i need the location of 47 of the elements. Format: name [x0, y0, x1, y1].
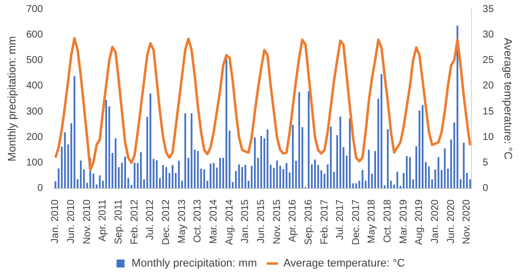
x-tick-label: Jan. 2010	[50, 198, 62, 244]
y2-axis-title: Average temperature: °C	[501, 38, 514, 160]
x-tick-label: May 2013	[176, 198, 188, 244]
y2-tick-label: 15	[482, 106, 494, 118]
x-tick-label: Sep. 2011	[114, 198, 125, 244]
x-tick-label: Jun. 2015	[256, 198, 267, 244]
y-tick-label: 600	[26, 29, 44, 40]
y2-tick-label: 35	[482, 4, 494, 15]
x-tick-label: Mar. 2019	[398, 198, 410, 244]
y-tick-label: 0	[37, 183, 44, 194]
legend-label: Average temperature: °C	[283, 258, 406, 270]
x-tick-label: Apr. 2016	[288, 198, 299, 242]
y2-tick-label: 20	[482, 80, 494, 92]
y2-tick-label: 30	[482, 29, 494, 40]
x-tick-label: Jul. 2012	[145, 198, 156, 240]
y-tick-label: 700	[26, 4, 44, 15]
x-tick-label: Jun. 2020	[446, 198, 457, 244]
x-tick-label: Jan. 2020	[430, 198, 442, 244]
x-tick-label: Jul. 2017	[335, 198, 346, 240]
x-tick-label: Nov. 2015	[272, 198, 283, 244]
x-tick-label: Jan. 2015	[240, 198, 252, 244]
x-tick-label: Dec. 2012	[160, 198, 172, 245]
legend-label: Monthly precipitation: mm	[132, 258, 257, 270]
y2-tick-label: 5	[482, 158, 489, 169]
x-tick-label: Aug. 2014	[224, 198, 236, 246]
x-tick-label: Aug. 2019	[414, 198, 426, 246]
y-axis-title: Monthly precipitation: mm	[6, 36, 19, 162]
y2-tick-label: 10	[482, 132, 494, 143]
x-tick-label: May 2018	[366, 198, 378, 244]
y-tick-label: 500	[26, 55, 44, 66]
x-tick-label: Apr. 2011	[98, 198, 109, 242]
x-tick-label: Nov. 2010	[82, 198, 93, 244]
x-tick-label: Sep. 2016	[303, 198, 314, 246]
x-tick-label: Mar. 2014	[208, 198, 220, 244]
x-tick-label: Oct. 2018	[382, 198, 394, 243]
x-tick-label: Jun. 2010	[66, 198, 78, 244]
y-tick-label: 400	[26, 80, 44, 92]
x-tick-label: Nov. 2020	[462, 198, 473, 244]
y2-tick-label: 25	[482, 55, 494, 66]
x-tick-label: Feb. 2017	[319, 198, 330, 244]
x-tick-label: Dec. 2017	[350, 198, 362, 245]
x-tick-label: Feb. 2012	[129, 198, 140, 244]
x-tick-label: Oct. 2013	[192, 198, 204, 243]
y-tick-label: 200	[26, 132, 44, 143]
y2-tick-label: 0	[482, 183, 489, 194]
y-tick-label: 300	[26, 106, 44, 118]
y-tick-label: 100	[26, 158, 44, 169]
